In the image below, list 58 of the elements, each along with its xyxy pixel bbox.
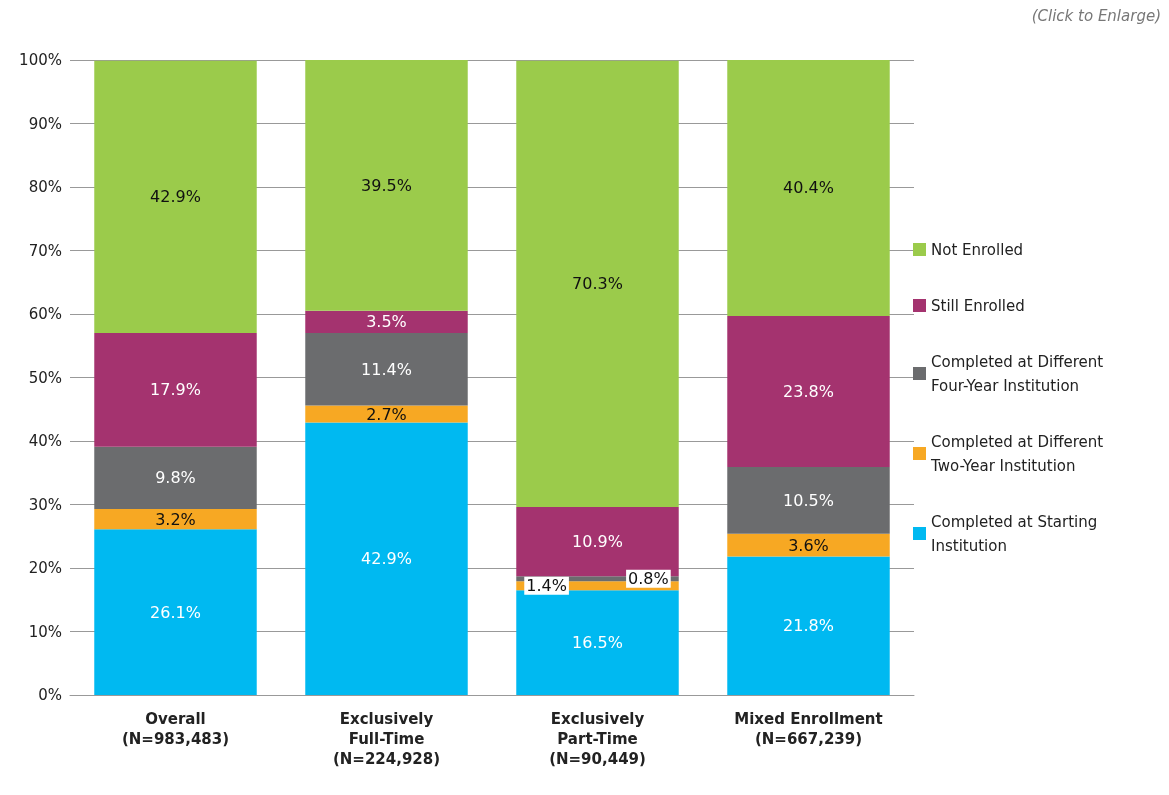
data-label: 9.8% — [155, 468, 196, 488]
y-tick-label: 0% — [38, 686, 62, 704]
bar — [94, 508, 257, 530]
y-tick-label: 10% — [28, 622, 62, 641]
data-label: 3.5% — [366, 312, 407, 332]
data-label: 3.6% — [788, 535, 829, 555]
bar — [305, 333, 468, 406]
bar — [305, 60, 468, 311]
data-label: 42.9% — [150, 187, 201, 207]
legend-label: Still Enrolled — [931, 296, 1025, 315]
bar — [94, 446, 257, 509]
y-tick-label: 60% — [28, 305, 62, 323]
bar — [727, 315, 890, 468]
bar — [94, 333, 257, 447]
bar — [305, 422, 468, 695]
legend-label: Not Enrolled — [931, 240, 1024, 259]
bar — [516, 60, 679, 508]
data-label: 40.4% — [783, 178, 834, 198]
data-label: 21.8% — [783, 616, 834, 636]
bar — [94, 529, 257, 695]
legend-label: Completed at Different Two-Year Institution — [930, 432, 1108, 475]
data-label: 39.5% — [361, 175, 412, 195]
data-label: 42.9% — [361, 549, 412, 569]
y-tick-label: 30% — [28, 495, 62, 514]
data-label: 11.4% — [361, 359, 412, 379]
data-label: 17.9% — [150, 380, 201, 400]
data-label: 1.4% — [526, 576, 567, 596]
y-tick-label: 70% — [28, 241, 62, 260]
legend-label: Completed at Different Four-Year Institution — [931, 352, 1108, 395]
y-tick-label: 40% — [28, 432, 62, 450]
bar — [516, 590, 679, 695]
data-label: 3.2% — [155, 509, 196, 529]
bar — [727, 556, 890, 695]
bar — [94, 60, 257, 334]
y-tick-label: 100% — [19, 51, 62, 69]
data-label: 2.7% — [366, 404, 407, 424]
legend-label: Completed at Starting Institution — [931, 512, 1103, 555]
bar — [727, 60, 890, 316]
x-tick-label: Mixed Enrollment (N=667,239) — [734, 710, 883, 748]
data-label: 10.5% — [783, 490, 834, 510]
data-label: 26.1% — [150, 602, 201, 622]
x-tick-label: Overall (N=983,483) — [121, 710, 230, 748]
y-tick-label: 80% — [28, 178, 62, 196]
y-tick-label: 50% — [28, 368, 62, 387]
x-tick-label: Exclusively Full-Time (N=224,928) — [332, 710, 441, 768]
bar — [305, 310, 468, 334]
data-label: 70.3% — [572, 274, 623, 294]
x-tick-label: Exclusively Part-Time (N=90,449) — [549, 710, 646, 768]
data-label: 23.8% — [783, 381, 834, 401]
data-label: 16.5% — [572, 633, 623, 653]
text: (Click to Enlarge) — [1031, 6, 1162, 25]
bar — [305, 405, 468, 423]
bar — [727, 533, 890, 557]
data-label: 0.8% — [628, 569, 669, 589]
y-tick-label: 20% — [28, 559, 62, 577]
bar — [727, 467, 890, 534]
y-tick-label: 90% — [28, 114, 62, 133]
data-label: 10.9% — [572, 532, 623, 552]
